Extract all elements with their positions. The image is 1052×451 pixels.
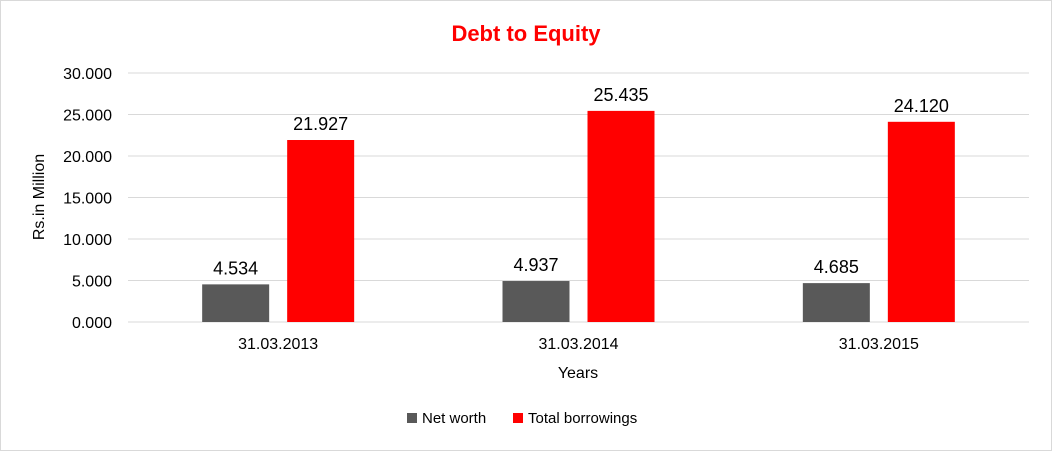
gridlines [128,72,1029,323]
bars: 4.534 21.927 4.937 25.435 4.685 24.120 [202,85,955,323]
y-axis-ticks: 0.000 5.000 10.000 15.000 20.000 25.000 30.000 [63,66,112,332]
y-tick-label: 0.000 [72,315,112,332]
bar-total-borrowings [587,110,655,323]
y-tick-label: 10.000 [63,232,112,249]
legend-swatch-total-borrowings [513,413,523,423]
x-tick-label: 31.03.2015 [839,336,919,353]
data-label: 24.120 [894,96,949,116]
bar-total-borrowings [887,121,955,322]
x-tick-label: 31.03.2014 [538,336,618,353]
data-label: 4.937 [513,255,558,275]
x-axis-label: Years [558,365,598,382]
bar-net-worth [502,281,570,322]
data-label: 21.927 [293,114,348,134]
x-axis-ticks: 31.03.2013 31.03.2014 31.03.2015 [238,336,919,353]
y-axis-label: Rs.in Million [31,154,48,240]
bar-net-worth [802,283,870,322]
y-tick-label: 5.000 [72,274,112,291]
data-label: 25.435 [593,85,648,105]
legend: Net worth Total borrowings [407,410,637,427]
data-label: 4.685 [814,257,859,277]
y-tick-label: 20.000 [63,149,112,166]
bar-total-borrowings [287,140,355,322]
x-tick-label: 31.03.2013 [238,336,318,353]
legend-label: Net worth [422,410,486,427]
data-label: 4.534 [213,258,258,278]
bar-net-worth [202,284,270,322]
y-tick-label: 30.000 [63,66,112,83]
y-tick-label: 25.000 [63,108,112,125]
legend-swatch-net-worth [407,413,417,423]
legend-label: Total borrowings [528,410,637,427]
chart-title: Debt to Equity [451,21,601,46]
y-tick-label: 15.000 [63,191,112,208]
